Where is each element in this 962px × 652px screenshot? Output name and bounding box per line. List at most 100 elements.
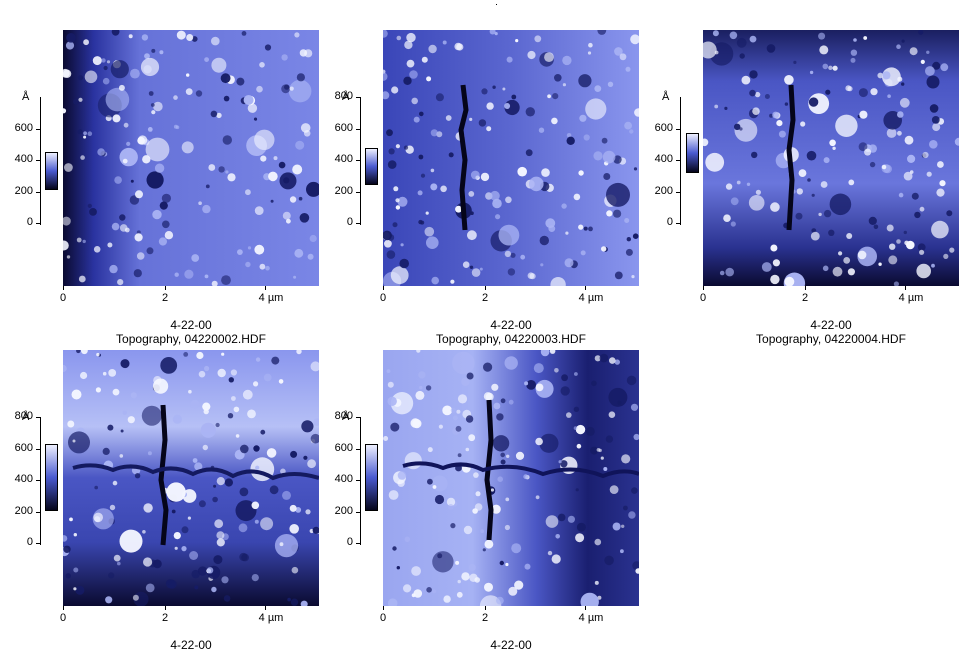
grain (102, 447, 110, 455)
grain (749, 70, 758, 79)
grain (504, 250, 512, 258)
grain (847, 268, 855, 276)
grain (133, 269, 142, 278)
grain (181, 141, 194, 154)
grain (224, 478, 233, 487)
x-tick-mark (905, 286, 906, 290)
grain-layer (383, 30, 639, 286)
grain (931, 116, 940, 124)
grain (811, 193, 815, 197)
grain (558, 460, 562, 464)
grain (575, 533, 585, 543)
x-tick-label: 4 µm (898, 292, 924, 304)
grain (490, 190, 500, 201)
grain (299, 213, 310, 223)
grain (404, 536, 411, 543)
grain (576, 522, 586, 532)
grain (294, 248, 304, 258)
grain (117, 561, 121, 566)
grain (147, 127, 153, 132)
grain (931, 263, 935, 268)
grain (164, 231, 174, 240)
grain (495, 214, 501, 220)
grain (810, 231, 820, 241)
grain (63, 545, 71, 553)
grain (562, 83, 566, 87)
grain (132, 594, 139, 601)
grain (587, 51, 592, 55)
grain (198, 500, 206, 508)
z-tick-label: 200 (654, 184, 673, 197)
grain (602, 150, 616, 164)
grain (228, 377, 234, 383)
grain (769, 113, 774, 118)
grain (235, 500, 257, 522)
grain (253, 381, 259, 387)
grain (77, 75, 84, 81)
caption-title: Topography, 04220003.HDF (436, 332, 586, 346)
z-axis-line (40, 97, 41, 225)
grain (215, 422, 220, 428)
x-tick-mark (485, 606, 486, 610)
afm-panel-1: Å 600 400 200 0 0 2 4 µm 4-22-00 Topography, 0422… (0, 0, 320, 346)
grain-layer (703, 30, 959, 286)
grain (614, 47, 623, 56)
grain (176, 30, 186, 40)
grain (946, 210, 953, 217)
grain (466, 372, 474, 380)
grain (145, 583, 155, 593)
z-axis-line (360, 417, 361, 545)
grain (230, 369, 237, 376)
grain (303, 130, 311, 137)
grain (909, 47, 918, 56)
grain (254, 244, 265, 255)
grain (66, 255, 71, 259)
grain (430, 168, 435, 173)
grain (442, 405, 453, 416)
grain (160, 357, 178, 374)
grain (479, 595, 502, 606)
grain (274, 534, 299, 558)
grain (567, 515, 575, 523)
grain (395, 205, 401, 210)
z-tick-label: 0 (666, 216, 673, 228)
z-tick-mark (356, 448, 361, 450)
grain (194, 585, 199, 590)
grain (776, 120, 783, 127)
grain (566, 136, 575, 145)
grain (793, 60, 797, 64)
stray-dot (496, 4, 497, 5)
grain (829, 139, 836, 147)
grain (633, 433, 639, 441)
grain (882, 71, 891, 80)
grain (183, 352, 189, 357)
grain (196, 351, 204, 360)
topography-image-4 (63, 350, 319, 606)
grain (903, 171, 913, 181)
grain (784, 102, 789, 106)
grain (223, 95, 230, 102)
grain (625, 248, 633, 256)
topography-svg (63, 350, 319, 606)
scratch-vertical (158, 404, 169, 546)
grain (69, 517, 73, 522)
grain (418, 371, 426, 379)
grain (203, 408, 209, 415)
grain (914, 211, 921, 219)
z-tick-label: 600 (654, 121, 673, 134)
z-tick-mark (36, 511, 41, 513)
grain (431, 475, 448, 492)
grain (547, 550, 553, 556)
z-tick-label: 200 (334, 184, 353, 197)
grain (523, 474, 529, 480)
grain (896, 44, 901, 49)
grain (832, 146, 836, 150)
grain (254, 129, 275, 150)
grain (575, 424, 586, 435)
grain (386, 250, 396, 259)
grain (599, 353, 609, 363)
grain (415, 390, 425, 400)
grain (778, 130, 786, 138)
grain (271, 356, 280, 365)
grain (174, 546, 178, 550)
